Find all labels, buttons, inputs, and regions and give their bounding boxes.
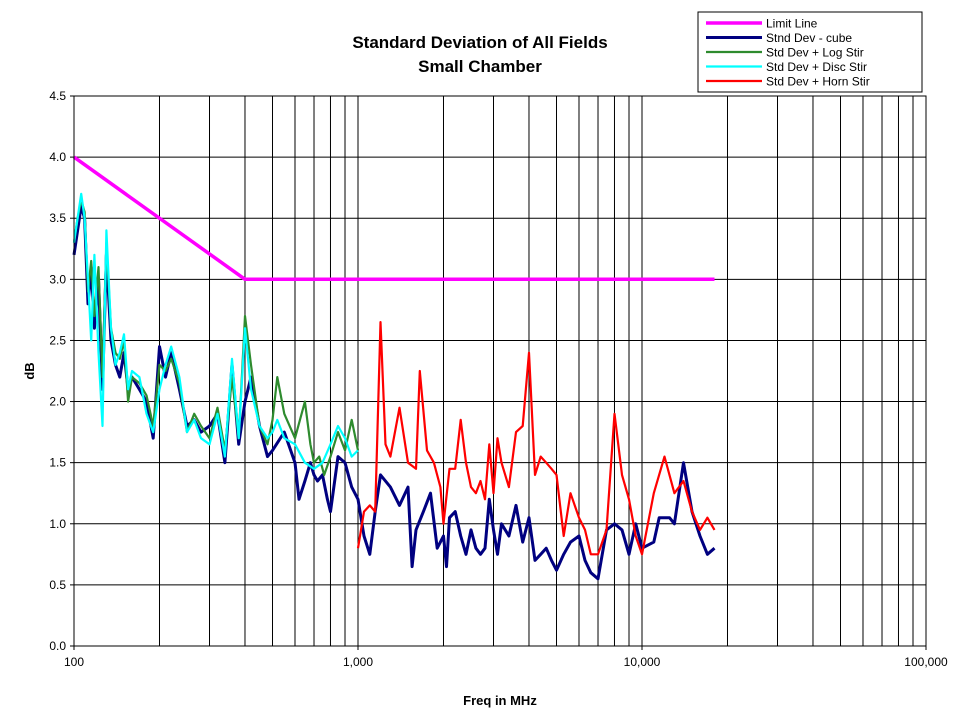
y-tick-label: 3.0 — [49, 272, 66, 286]
legend-item-label: Std Dev + Log Stir — [766, 46, 864, 60]
chart-subtitle: Small Chamber — [418, 57, 542, 76]
y-axis-label: dB — [22, 362, 37, 379]
y-tick-label: 2.5 — [49, 333, 66, 347]
x-axis-ticks: 100 1,000 10,000 100,000 — [64, 646, 948, 669]
legend-item-label: Std Dev + Disc Stir — [766, 60, 867, 74]
legend-item-label: Stnd Dev - cube — [766, 31, 852, 45]
x-tick-label: 1,000 — [343, 655, 373, 669]
legend-item-label: Std Dev + Horn Stir — [766, 75, 870, 89]
y-tick-label: 4.5 — [49, 89, 66, 103]
y-tick-label: 0.0 — [49, 639, 66, 653]
y-tick-label: 1.0 — [49, 517, 66, 531]
x-tick-label: 100,000 — [904, 655, 948, 669]
x-tick-label: 100 — [64, 655, 84, 669]
plot-frame — [73, 95, 927, 647]
y-tick-label: 0.5 — [49, 578, 66, 592]
y-tick-label: 4.0 — [49, 150, 66, 164]
y-tick-label: 3.5 — [49, 211, 66, 225]
x-tick-label: 10,000 — [624, 655, 661, 669]
series-line-limit-line — [72, 155, 715, 282]
y-tick-label: 1.5 — [49, 456, 66, 470]
plot-area — [72, 95, 927, 647]
legend-item-label: Limit Line — [766, 17, 818, 31]
x-axis-label: Freq in MHz — [463, 693, 537, 708]
series-layer — [72, 155, 716, 581]
series-line-std-dev-disc-stir — [72, 192, 359, 470]
y-tick-label: 2.0 — [49, 395, 66, 409]
plot-background — [74, 96, 926, 646]
chart-title: Standard Deviation of All Fields — [352, 33, 607, 52]
y-axis-ticks: 0.0 0.5 1.0 1.5 2.0 2.5 3.0 3.5 4.0 4.5 — [49, 89, 74, 653]
series-line-std-dev-horn-stir — [356, 321, 716, 556]
